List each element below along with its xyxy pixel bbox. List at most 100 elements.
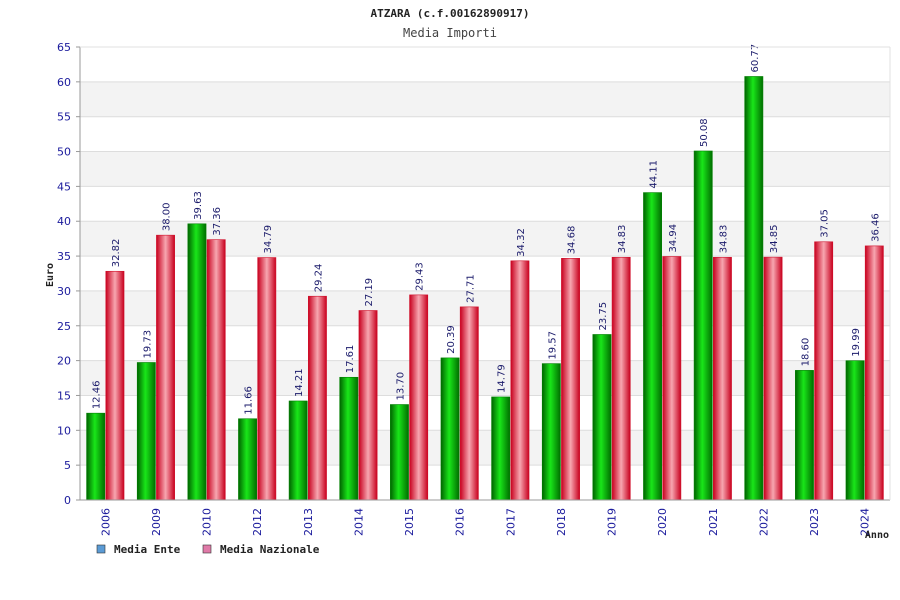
bar-media-ente-2022 bbox=[744, 76, 764, 501]
data-label: 18.60 bbox=[800, 338, 811, 367]
data-label: 14.21 bbox=[294, 368, 305, 397]
x-tick-label: 2014 bbox=[352, 508, 365, 536]
y-tick-label: 20 bbox=[57, 355, 71, 368]
bar-media-nazionale-2006 bbox=[105, 270, 125, 501]
y-tick-label: 65 bbox=[57, 41, 71, 54]
data-label: 13.70 bbox=[395, 372, 406, 401]
y-tick-label: 25 bbox=[57, 320, 71, 333]
x-tick-label: 2019 bbox=[606, 508, 619, 536]
y-axis-ticks: 0 5 10 15 20 25 30 35 40 45 50 55 60 65 bbox=[57, 41, 80, 507]
y-tick-label: 60 bbox=[57, 76, 71, 89]
chart-title: ATZARA (c.f.00162890917) bbox=[371, 7, 530, 20]
x-axis-ticks: 2006 2009 2010 2012 2013 2014 2015 2016 2017 2018… bbox=[99, 508, 871, 536]
y-tick-label: 35 bbox=[57, 250, 71, 263]
bar-media-nazionale-2019 bbox=[611, 256, 631, 501]
legend: Media Ente Media Nazionale bbox=[96, 543, 320, 556]
bar-media-nazionale-2018 bbox=[561, 258, 580, 501]
y-tick-label: 5 bbox=[64, 459, 71, 472]
data-label: 19.57 bbox=[547, 331, 558, 360]
data-label: 60.77 bbox=[750, 44, 761, 73]
bar-media-ente-2015 bbox=[390, 404, 409, 501]
plot-band bbox=[80, 47, 890, 82]
data-label: 27.19 bbox=[364, 278, 375, 307]
y-tick-label: 45 bbox=[57, 180, 71, 193]
bar-media-nazionale-2023 bbox=[814, 241, 834, 501]
data-label: 34.79 bbox=[263, 225, 274, 254]
x-tick-label: 2021 bbox=[707, 508, 720, 536]
data-label: 34.68 bbox=[567, 226, 578, 255]
x-tick-label: 2006 bbox=[99, 508, 112, 536]
plot-band bbox=[80, 151, 890, 187]
bar-media-nazionale-2022 bbox=[763, 256, 783, 501]
y-tick-label: 50 bbox=[57, 146, 71, 159]
data-label: 34.83 bbox=[718, 225, 729, 254]
x-tick-label: 2018 bbox=[555, 508, 568, 536]
data-label: 27.71 bbox=[465, 274, 476, 303]
bar-media-nazionale-2015 bbox=[409, 294, 429, 501]
data-label: 12.46 bbox=[92, 381, 103, 410]
bar-media-ente-2013 bbox=[288, 400, 308, 501]
bar-media-ente-2016 bbox=[440, 357, 460, 501]
bar-media-nazionale-2017 bbox=[510, 260, 530, 501]
y-tick-label: 15 bbox=[57, 389, 71, 402]
data-label: 37.36 bbox=[212, 207, 223, 236]
legend-label-media-nazionale: Media Nazionale bbox=[220, 543, 320, 556]
data-label: 34.85 bbox=[769, 224, 780, 253]
data-label: 19.73 bbox=[142, 330, 153, 359]
x-tick-label: 2013 bbox=[302, 508, 315, 536]
data-label: 36.46 bbox=[870, 213, 881, 242]
bar-media-nazionale-2013 bbox=[308, 295, 327, 501]
data-label: 34.94 bbox=[668, 224, 679, 253]
x-tick-label: 2024 bbox=[859, 508, 872, 536]
bar-media-ente-2021 bbox=[693, 150, 713, 501]
plot-band bbox=[80, 81, 890, 117]
y-tick-label: 55 bbox=[57, 111, 71, 124]
x-axis-label: Anno bbox=[865, 530, 889, 541]
bar-media-nazionale-2014 bbox=[358, 310, 378, 501]
bar-media-nazionale-2016 bbox=[459, 306, 479, 501]
x-tick-label: 2020 bbox=[656, 508, 669, 536]
bar-media-ente-2020 bbox=[643, 192, 662, 501]
x-tick-label: 2015 bbox=[403, 508, 416, 536]
x-tick-label: 2012 bbox=[251, 508, 264, 536]
bar-media-ente-2014 bbox=[339, 376, 359, 501]
data-label: 32.82 bbox=[111, 239, 122, 268]
x-tick-label: 2022 bbox=[757, 508, 770, 536]
data-label: 29.24 bbox=[313, 264, 324, 293]
bar-media-ente-2018 bbox=[541, 363, 561, 501]
plot-band bbox=[80, 116, 890, 152]
bar-media-ente-2017 bbox=[491, 396, 511, 501]
bar-media-nazionale-2010 bbox=[206, 239, 226, 501]
data-label: 34.32 bbox=[516, 228, 527, 257]
bar-media-nazionale-2012 bbox=[257, 257, 277, 501]
data-label: 44.11 bbox=[649, 160, 660, 189]
legend-swatch-media-nazionale bbox=[202, 544, 212, 554]
bars bbox=[86, 76, 884, 501]
data-label: 39.63 bbox=[193, 191, 204, 220]
axes bbox=[79, 46, 891, 501]
data-label: 50.08 bbox=[699, 118, 710, 147]
x-tick-label: 2017 bbox=[504, 508, 517, 536]
data-label: 17.61 bbox=[345, 345, 356, 374]
legend-swatch-media-ente bbox=[96, 544, 106, 554]
value-labels: 12.46 32.82 19.73 38.00 39.63 37.36 11.66 34.79… bbox=[92, 44, 882, 415]
x-tick-label: 2023 bbox=[808, 508, 821, 536]
chart-subtitle: Media Importi bbox=[403, 26, 497, 40]
data-label: 23.75 bbox=[598, 302, 609, 331]
bar-media-nazionale-2009 bbox=[156, 234, 175, 501]
bar-media-ente-2012 bbox=[238, 418, 257, 501]
y-tick-label: 10 bbox=[57, 424, 71, 437]
bar-media-ente-2024 bbox=[845, 360, 865, 501]
data-label: 37.05 bbox=[820, 209, 831, 238]
x-tick-label: 2016 bbox=[454, 508, 467, 536]
bar-media-ente-2019 bbox=[592, 334, 612, 501]
bar-media-ente-2023 bbox=[795, 370, 814, 501]
data-label: 14.79 bbox=[497, 364, 508, 393]
bar-media-ente-2010 bbox=[187, 223, 207, 501]
bar-media-nazionale-2024 bbox=[864, 245, 884, 501]
y-tick-label: 0 bbox=[64, 494, 71, 507]
y-axis-label: Euro bbox=[45, 263, 56, 287]
y-tick-label: 30 bbox=[57, 285, 71, 298]
data-label: 19.99 bbox=[851, 328, 862, 357]
